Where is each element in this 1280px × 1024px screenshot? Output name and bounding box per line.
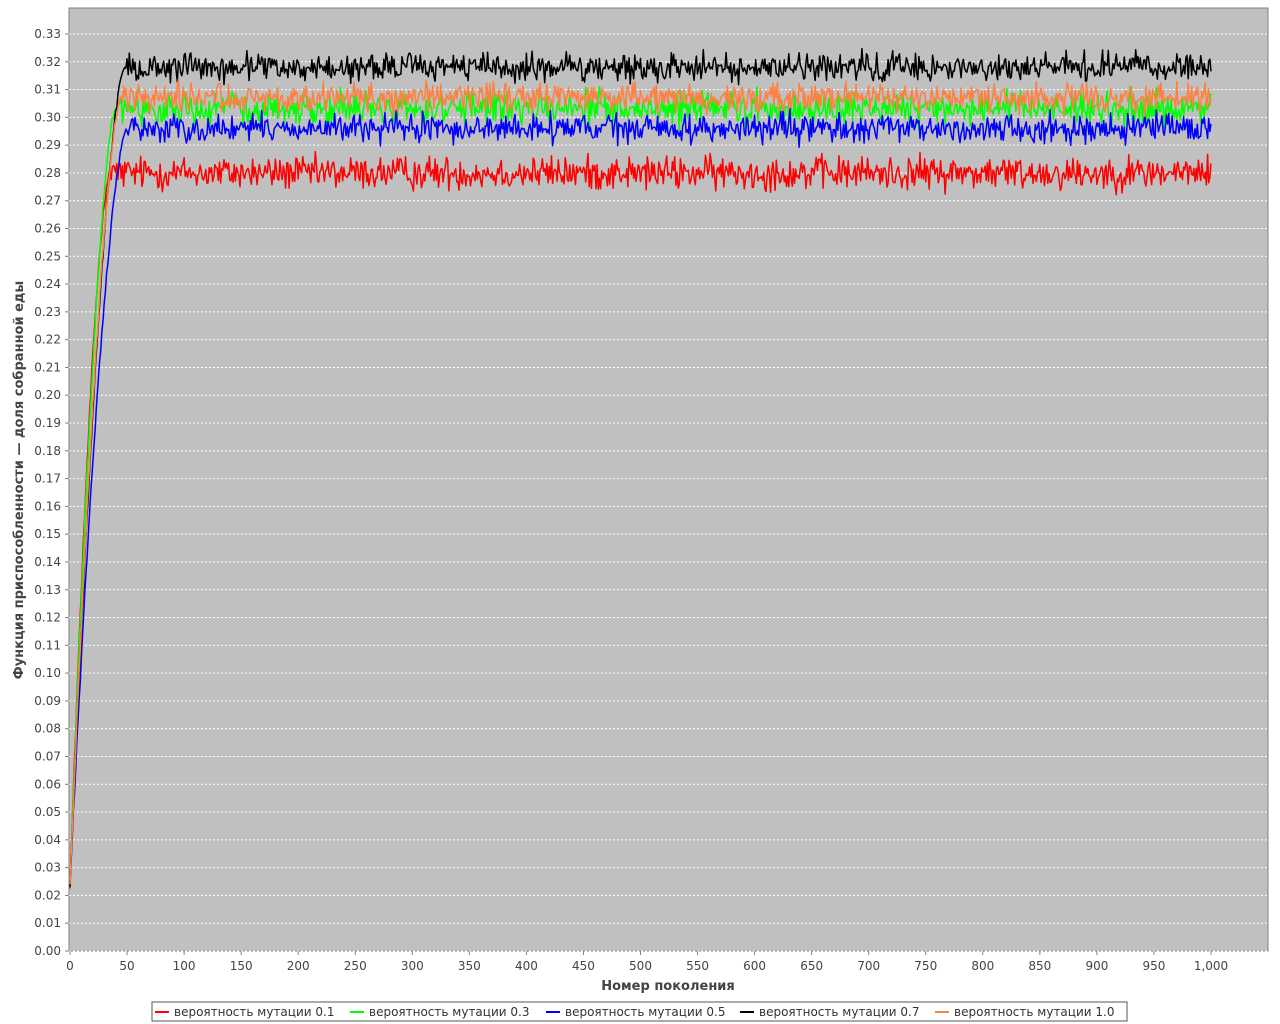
x-tick-label: 600 <box>743 959 766 973</box>
y-tick-label: 0.19 <box>34 416 61 430</box>
y-tick-label: 0.31 <box>34 83 61 97</box>
x-tick-label: 900 <box>1085 959 1108 973</box>
y-tick-label: 0.24 <box>34 277 61 291</box>
legend-item-label: вероятность мутации 1.0 <box>954 1005 1114 1019</box>
x-tick-label: 650 <box>800 959 823 973</box>
y-tick-label: 0.03 <box>34 861 61 875</box>
x-tick-label: 800 <box>971 959 994 973</box>
y-tick-label: 0.17 <box>34 472 61 486</box>
x-tick-label: 250 <box>344 959 367 973</box>
y-tick-label: 0.01 <box>34 916 61 930</box>
y-tick-label: 0.29 <box>34 138 61 152</box>
y-tick-label: 0.04 <box>34 833 61 847</box>
y-tick-label: 0.13 <box>34 583 61 597</box>
y-tick-label: 0.09 <box>34 694 61 708</box>
y-tick-label: 0.08 <box>34 722 61 736</box>
x-tick-label: 100 <box>173 959 196 973</box>
y-tick-label: 0.22 <box>34 333 61 347</box>
legend-item-label: вероятность мутации 0.7 <box>759 1005 919 1019</box>
y-tick-label: 0.16 <box>34 499 61 513</box>
legend-item-label: вероятность мутации 0.3 <box>369 1005 529 1019</box>
x-tick-label: 200 <box>287 959 310 973</box>
x-tick-label: 350 <box>458 959 481 973</box>
x-tick-label: 300 <box>401 959 424 973</box>
series-line <box>69 150 1212 889</box>
y-tick-label: 0.28 <box>34 166 61 180</box>
y-tick-label: 0.27 <box>34 194 61 208</box>
legend-item-label: вероятность мутации 0.1 <box>174 1005 334 1019</box>
series-line <box>69 78 1212 885</box>
x-axis-title: Номер поколения <box>601 979 735 994</box>
y-axis-title: Функция приспособленности — доля собранн… <box>12 281 27 679</box>
x-tick-label: 700 <box>857 959 880 973</box>
y-tick-label: 0.11 <box>34 638 61 652</box>
y-tick-label: 0.07 <box>34 749 61 763</box>
y-tick-label: 0.06 <box>34 777 61 791</box>
legend-item-label: вероятность мутации 0.5 <box>565 1005 725 1019</box>
x-tick-label: 550 <box>686 959 709 973</box>
series-line <box>69 107 1212 883</box>
x-tick-label: 950 <box>1142 959 1165 973</box>
x-tick-label: 450 <box>572 959 595 973</box>
plot-area <box>68 7 1269 952</box>
x-tick-label: 150 <box>230 959 253 973</box>
y-tick-label: 0.25 <box>34 249 61 263</box>
x-tick-label: 850 <box>1028 959 1051 973</box>
series-lines <box>69 47 1212 889</box>
x-tick-label: 400 <box>515 959 538 973</box>
y-tick-label: 0.21 <box>34 360 61 374</box>
y-tick-label: 0.32 <box>34 55 61 69</box>
legend: вероятность мутации 0.1 вероятность мутац… <box>151 1001 1128 1022</box>
y-tick-label: 0.15 <box>34 527 61 541</box>
x-tick-label: 50 <box>119 959 134 973</box>
y-tick-label: 0.14 <box>34 555 61 569</box>
y-tick-label: 0.02 <box>34 888 61 902</box>
y-tick-label: 0.30 <box>34 110 61 124</box>
series-line <box>69 47 1212 887</box>
y-tick-label: 0.20 <box>34 388 61 402</box>
y-tick-label: 0.18 <box>34 444 61 458</box>
x-tick-label: 750 <box>914 959 937 973</box>
x-tick-label: 500 <box>629 959 652 973</box>
y-tick-label: 0.23 <box>34 305 61 319</box>
x-tick-label: 1,000 <box>1194 959 1228 973</box>
y-tick-label: 0.05 <box>34 805 61 819</box>
x-axis-ticks: 0 50 100 150 200 250 300 350 400 450 500 550 600 650 7… <box>66 951 1228 973</box>
x-tick-label: 0 <box>66 959 74 973</box>
y-tick-label: 0.00 <box>34 944 61 958</box>
y-tick-label: 0.12 <box>34 611 61 625</box>
y-tick-label: 0.26 <box>34 222 61 236</box>
y-tick-label: 0.10 <box>34 666 61 680</box>
y-axis-ticks: 0.00 0.01 0.02 0.03 0.04 0.05 0.06 0.07 0.08 0.09… <box>34 27 69 958</box>
legend-box <box>151 1001 1128 1022</box>
y-tick-label: 0.33 <box>34 27 61 41</box>
